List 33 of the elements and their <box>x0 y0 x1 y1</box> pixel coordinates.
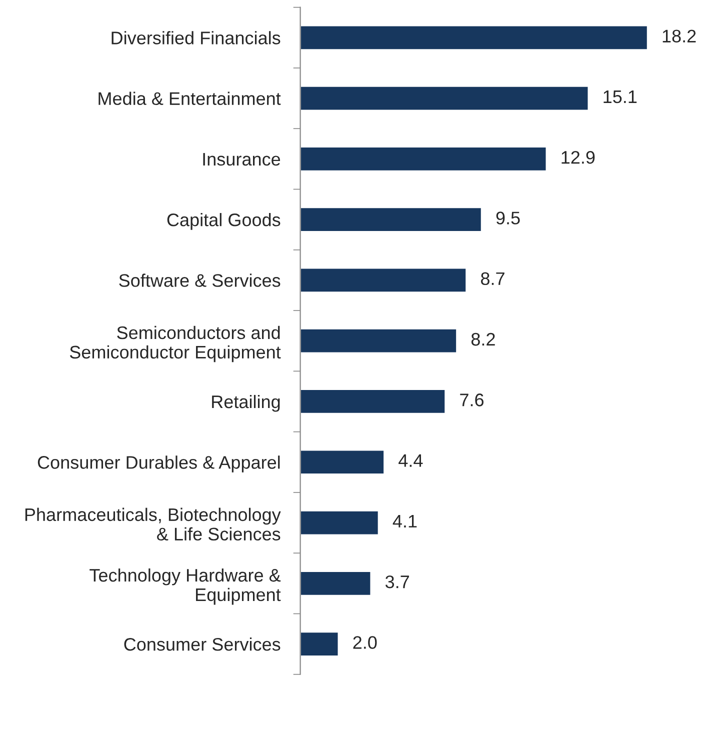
bar <box>300 24 648 50</box>
y-tick-label: Technology Hardware & Equipment <box>90 568 281 605</box>
data-label: 8.7 <box>480 272 504 286</box>
bar <box>300 206 482 232</box>
data-label: 4.4 <box>398 454 423 467</box>
bar <box>300 631 340 657</box>
bar <box>300 388 446 414</box>
data-label: 9.5 <box>496 212 520 224</box>
y-tick-label: Insurance <box>203 153 280 166</box>
y-tick-label: Pharmaceuticals, Biotechnology & Life Sciences <box>25 508 281 541</box>
data-label: 3.7 <box>385 575 409 588</box>
y-tick-label: Media & Entertainment <box>98 92 281 106</box>
bar <box>300 85 590 112</box>
data-label: 12.9 <box>562 150 595 164</box>
bar <box>300 267 468 294</box>
y-tick-label: Capital Goods <box>167 213 280 230</box>
data-label: 18.2 <box>662 30 696 42</box>
data-label: 7.6 <box>460 394 484 406</box>
y-tick-label: Retailing <box>212 394 280 412</box>
bar <box>300 146 548 172</box>
y-tick-label: Consumer Durables & Apparel <box>38 456 280 472</box>
y-tick-label: Software & Services <box>119 274 280 287</box>
bar <box>300 328 458 354</box>
y-tick-label: Consumer Services <box>124 638 280 651</box>
bar <box>300 570 372 596</box>
data-label: 2.0 <box>353 636 377 649</box>
data-label: 4.1 <box>392 515 417 528</box>
bar <box>300 449 385 475</box>
data-label: 15.1 <box>604 90 637 104</box>
y-tick-label: Diversified Financials <box>112 31 280 44</box>
y-tick-label: Semiconductors and Semiconductor Equipment <box>70 326 281 362</box>
bar <box>300 510 380 536</box>
data-label: 8.2 <box>471 332 495 346</box>
